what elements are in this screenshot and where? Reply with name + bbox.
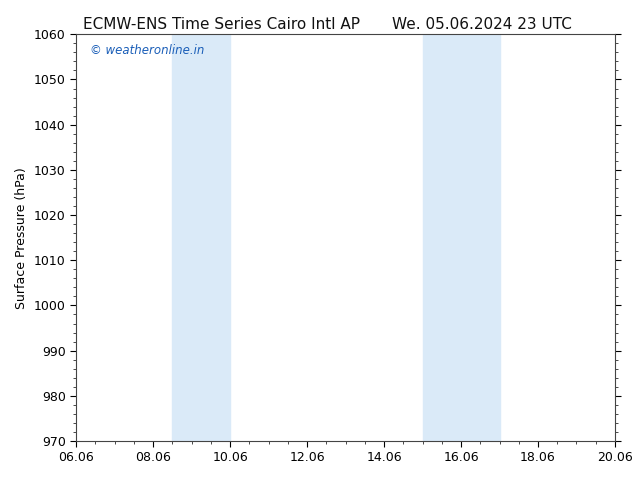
Text: ECMW-ENS Time Series Cairo Intl AP: ECMW-ENS Time Series Cairo Intl AP <box>84 17 360 32</box>
Bar <box>422 34 500 441</box>
Text: © weatheronline.in: © weatheronline.in <box>89 45 204 57</box>
Y-axis label: Surface Pressure (hPa): Surface Pressure (hPa) <box>15 167 29 309</box>
Text: We. 05.06.2024 23 UTC: We. 05.06.2024 23 UTC <box>392 17 572 32</box>
Bar <box>172 34 230 441</box>
